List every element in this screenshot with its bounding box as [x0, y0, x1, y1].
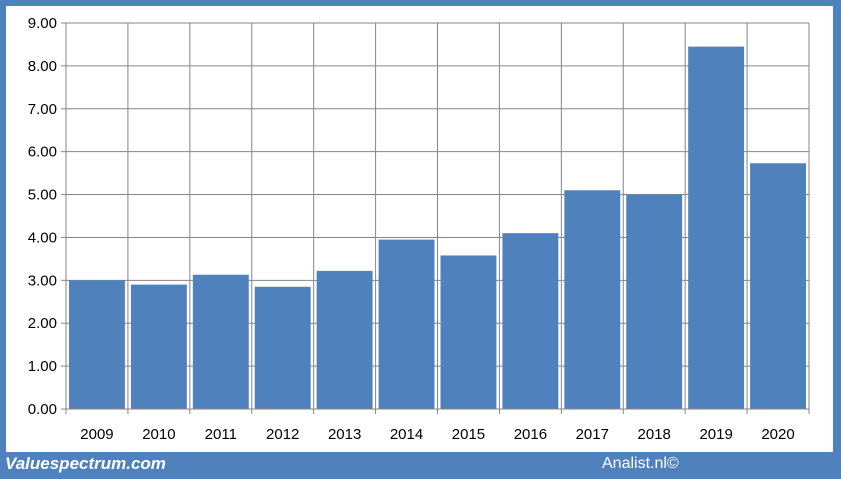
bar-2011: [192, 274, 249, 409]
x-tick-label: 2016: [514, 426, 547, 443]
x-tick-label: 2012: [266, 426, 299, 443]
bar-2012: [254, 286, 311, 409]
bar-2014: [378, 239, 435, 409]
x-tick-label: 2018: [638, 426, 671, 443]
y-tick-label: 9.00: [28, 15, 57, 32]
x-tick-label: 2013: [328, 426, 361, 443]
chart-panel: 0.00 1.00 2.00 3.00 4.00 5.00 6.00 7.00 8.00 9.00…: [6, 6, 833, 452]
x-tick-label: 2014: [390, 426, 423, 443]
y-tick-label: 0.00: [28, 401, 57, 418]
bar-2018: [626, 194, 683, 409]
x-tick-label: 2020: [761, 426, 794, 443]
y-tick-label: 6.00: [28, 144, 57, 161]
bar-2016: [502, 233, 559, 409]
x-tick-label: 2011: [205, 426, 237, 443]
x-tick-label: 2017: [576, 426, 609, 443]
bar-2020: [750, 163, 806, 409]
bar-2015: [440, 255, 497, 409]
bar-2017: [564, 190, 621, 409]
y-tick-label: 1.00: [28, 358, 57, 375]
bar-2013: [316, 270, 373, 409]
brand-label: Valuespectrum.com: [5, 454, 166, 473]
credit-label: Analist.nl©: [602, 455, 679, 472]
y-tick-label: 5.00: [28, 187, 57, 204]
y-tick-label: 7.00: [28, 101, 57, 118]
x-tick-label: 2019: [699, 426, 732, 443]
x-tick-label: 2009: [80, 426, 113, 443]
y-tick-label: 2.00: [28, 315, 57, 332]
y-tick-label: 3.00: [28, 272, 57, 289]
y-tick-label: 4.00: [28, 229, 57, 246]
y-tick-label: 8.00: [28, 58, 57, 75]
bar-chart: 0.00 1.00 2.00 3.00 4.00 5.00 6.00 7.00 8.00 9.00…: [28, 15, 810, 443]
x-tick-label: 2010: [142, 426, 175, 443]
bar-2019: [688, 46, 745, 409]
x-tick-label: 2015: [452, 426, 485, 443]
bar-2009: [69, 280, 125, 409]
bar-2010: [130, 284, 187, 409]
